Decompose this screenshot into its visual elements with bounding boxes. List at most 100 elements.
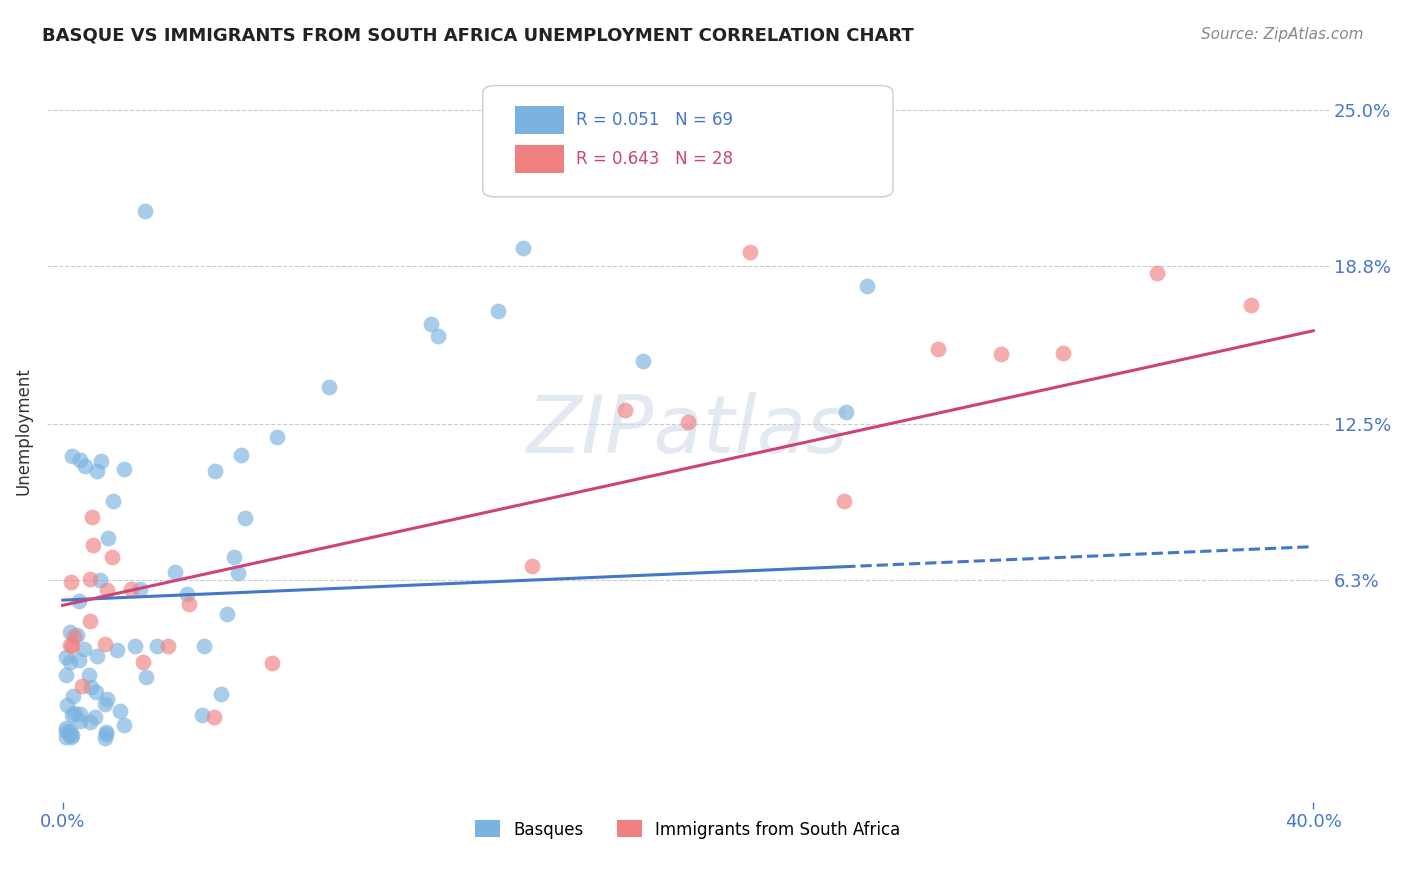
Point	[55, 668, 77, 682]
Point	[165, 565, 187, 579]
Point	[235, 511, 257, 525]
Point	[60, 728, 83, 742]
Text: ZIPatlas: ZIPatlas	[527, 392, 849, 469]
Point	[59, 655, 82, 669]
Point	[146, 639, 169, 653]
Point	[69, 452, 91, 467]
Point	[96, 691, 118, 706]
Point	[59, 638, 82, 652]
Point	[58, 726, 80, 740]
Point	[79, 614, 101, 628]
Point	[209, 687, 232, 701]
Point	[262, 656, 284, 670]
Point	[70, 679, 93, 693]
Point	[204, 464, 226, 478]
Point	[1052, 345, 1074, 359]
Point	[94, 731, 117, 746]
Point	[129, 582, 152, 596]
Point	[69, 706, 91, 721]
Point	[93, 697, 115, 711]
Point	[62, 689, 84, 703]
Point	[65, 628, 87, 642]
Point	[86, 465, 108, 479]
Point	[101, 550, 124, 565]
Point	[60, 574, 83, 589]
Point	[202, 710, 225, 724]
Point	[60, 639, 83, 653]
Point	[927, 342, 949, 356]
Point	[1146, 266, 1168, 280]
Point	[97, 531, 120, 545]
Point	[89, 573, 111, 587]
Text: R = 0.051   N = 69: R = 0.051 N = 69	[576, 111, 734, 128]
Text: Source: ZipAtlas.com: Source: ZipAtlas.com	[1201, 27, 1364, 42]
Point	[157, 639, 180, 653]
Point	[215, 607, 238, 621]
Point	[631, 354, 654, 368]
Point	[318, 379, 340, 393]
Text: R = 0.643   N = 28: R = 0.643 N = 28	[576, 150, 734, 168]
Point	[1240, 298, 1263, 312]
Point	[56, 698, 79, 713]
Point	[112, 718, 135, 732]
Point	[86, 649, 108, 664]
Point	[69, 714, 91, 728]
Point	[176, 586, 198, 600]
Point	[512, 241, 534, 255]
Point	[79, 715, 101, 730]
Point	[96, 724, 118, 739]
Point	[114, 462, 136, 476]
Point	[105, 643, 128, 657]
Point	[63, 629, 86, 643]
Point	[62, 706, 84, 721]
Point	[193, 639, 215, 653]
Point	[835, 405, 858, 419]
Point	[82, 538, 104, 552]
Point	[83, 710, 105, 724]
Point	[120, 582, 142, 597]
Text: BASQUE VS IMMIGRANTS FROM SOUTH AFRICA UNEMPLOYMENT CORRELATION CHART: BASQUE VS IMMIGRANTS FROM SOUTH AFRICA U…	[42, 27, 914, 45]
Point	[266, 430, 288, 444]
Point	[67, 653, 90, 667]
Point	[60, 730, 83, 744]
Point	[90, 454, 112, 468]
Point	[124, 639, 146, 653]
Point	[177, 597, 200, 611]
Point	[55, 649, 77, 664]
Point	[55, 723, 77, 738]
Point	[55, 721, 77, 735]
Point	[420, 317, 443, 331]
Point	[60, 708, 83, 723]
Point	[990, 347, 1012, 361]
Point	[676, 415, 699, 429]
Point	[132, 655, 155, 669]
Point	[80, 680, 103, 694]
Point	[67, 594, 90, 608]
Point	[832, 494, 855, 508]
Point	[110, 704, 132, 718]
Point	[222, 549, 245, 564]
Point	[96, 582, 118, 597]
FancyBboxPatch shape	[515, 105, 564, 134]
Point	[226, 566, 249, 580]
Point	[191, 708, 214, 723]
Legend: Basques, Immigrants from South Africa: Basques, Immigrants from South Africa	[468, 814, 907, 846]
Point	[855, 279, 877, 293]
Point	[94, 727, 117, 741]
Point	[77, 668, 100, 682]
Point	[520, 559, 543, 574]
Point	[86, 685, 108, 699]
Point	[73, 641, 96, 656]
Point	[134, 203, 156, 218]
Point	[58, 723, 80, 738]
Point	[79, 572, 101, 586]
FancyBboxPatch shape	[515, 145, 564, 173]
Point	[73, 459, 96, 474]
Point	[94, 637, 117, 651]
Point	[229, 448, 252, 462]
Point	[60, 449, 83, 463]
Y-axis label: Unemployment: Unemployment	[15, 367, 32, 494]
Point	[427, 329, 450, 343]
Point	[740, 244, 762, 259]
FancyBboxPatch shape	[482, 86, 893, 197]
